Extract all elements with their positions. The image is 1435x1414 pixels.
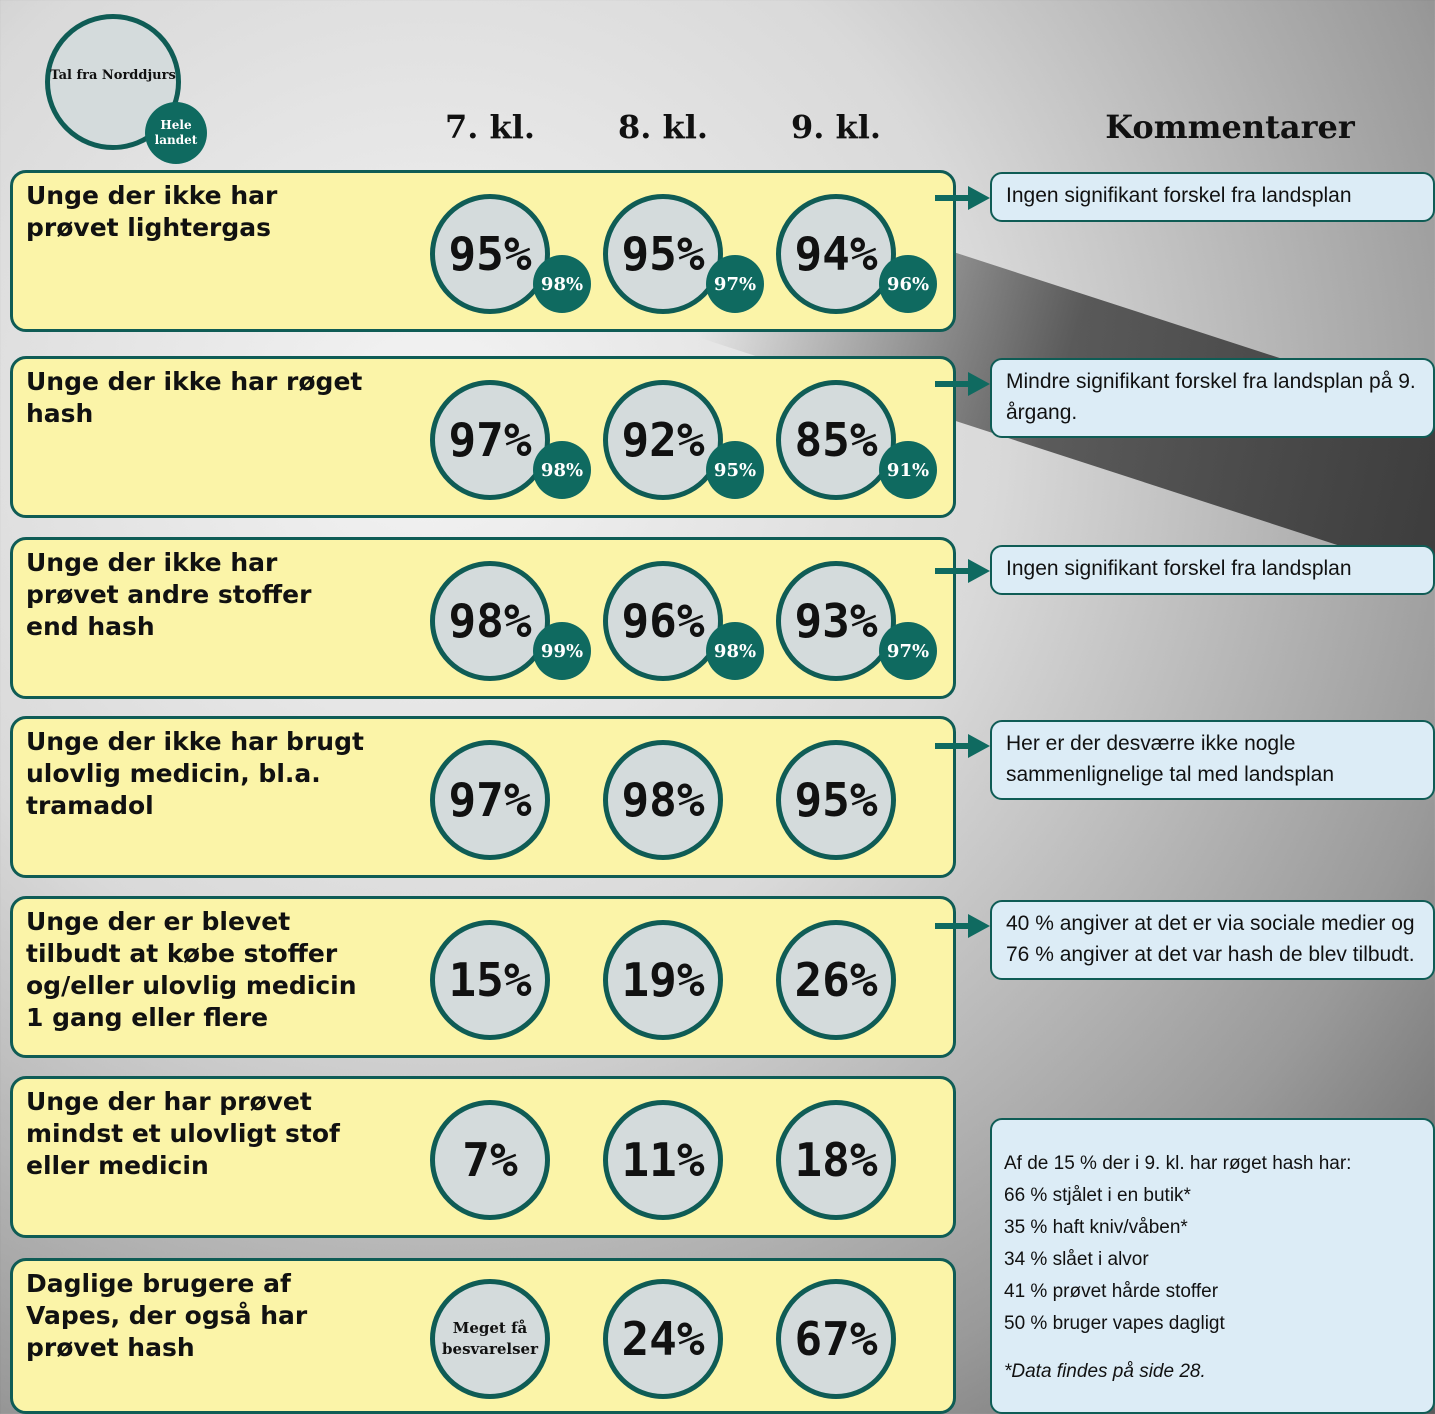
value-circle: 18% (776, 1100, 896, 1220)
side-note-line: 66 % stjålet i en butik* (1004, 1180, 1421, 1212)
value-circle: 26% (776, 920, 896, 1040)
value-circle: 97% (430, 380, 550, 500)
value-circle: 95% (603, 194, 723, 314)
side-note-line: Af de 15 % der i 9. kl. har røget hash h… (1004, 1148, 1421, 1180)
value-circle: 67% (776, 1279, 896, 1399)
comments-header: Kommentarer (1080, 108, 1380, 146)
row-label: Unge der har prøvet mindst et ulovligt s… (26, 1086, 371, 1182)
legend-local: Tal fra Norddjurs (50, 67, 176, 84)
side-note-line: 41 % prøvet hårde stoffer (1004, 1276, 1421, 1308)
column-header: 9. kl. (756, 108, 916, 146)
value-circle: 85% (776, 380, 896, 500)
row-label: Unge der ikke har røget hash (26, 366, 371, 430)
row-label: Unge der er blevet tilbudt at købe stoff… (26, 906, 371, 1034)
national-value: 91% (879, 441, 937, 499)
value-circle: 97% (430, 740, 550, 860)
comment-box: Ingen signifikant forskel fra landsplan (990, 545, 1435, 595)
side-note-line: 35 % haft kniv/våben* (1004, 1212, 1421, 1244)
arrow-head (968, 734, 990, 758)
national-value: 97% (706, 255, 764, 313)
side-note-line: 34 % slået i alvor (1004, 1244, 1421, 1276)
arrow-head (968, 186, 990, 210)
arrow-head (968, 559, 990, 583)
national-value: 97% (879, 622, 937, 680)
side-note: Af de 15 % der i 9. kl. har røget hash h… (990, 1118, 1435, 1414)
national-value: 98% (533, 255, 591, 313)
value-circle: Meget få besvarelser (430, 1279, 550, 1399)
page: Tal fra Norddjurs Hele landet 7. kl. 8. kl.… (0, 0, 1435, 1414)
value-circle: 95% (776, 740, 896, 860)
national-value: 99% (533, 622, 591, 680)
value-circle: 98% (603, 740, 723, 860)
value-circle: 95% (430, 194, 550, 314)
comment-box: 40 % angiver at det er via sociale medie… (990, 900, 1435, 980)
comment-box: Her er der desværre ikke nogle sammenlig… (990, 720, 1435, 800)
national-value: 95% (706, 441, 764, 499)
comment-box: Ingen signifikant forskel fra landsplan (990, 172, 1435, 222)
row-label: Unge der ikke har prøvet lightergas (26, 180, 371, 244)
value-circle: 98% (430, 561, 550, 681)
value-circle: 96% (603, 561, 723, 681)
value-circle: 93% (776, 561, 896, 681)
arrow-head (968, 914, 990, 938)
value-circle: 19% (603, 920, 723, 1040)
value-circle: 7% (430, 1100, 550, 1220)
national-value: 98% (533, 441, 591, 499)
arrow-head (968, 372, 990, 396)
row-label: Unge der ikke har prøvet andre stoffer e… (26, 547, 371, 643)
column-header: 7. kl. (410, 108, 570, 146)
national-value: 96% (879, 255, 937, 313)
value-circle: 15% (430, 920, 550, 1040)
comment-box: Mindre signifikant forskel fra landsplan… (990, 358, 1435, 438)
row-label: Unge der ikke har brugt ulovlig medicin,… (26, 726, 371, 822)
value-circle: 92% (603, 380, 723, 500)
side-note-line: 50 % bruger vapes dagligt (1004, 1308, 1421, 1340)
value-circle: 11% (603, 1100, 723, 1220)
value-circle: 94% (776, 194, 896, 314)
legend-national: Hele landet (145, 102, 207, 164)
national-value: 98% (706, 622, 764, 680)
column-header: 8. kl. (583, 108, 743, 146)
footnote: *Data findes på side 28. (1004, 1356, 1421, 1387)
row-label: Daglige brugere af Vapes, der også har p… (26, 1268, 371, 1364)
value-circle: 24% (603, 1279, 723, 1399)
